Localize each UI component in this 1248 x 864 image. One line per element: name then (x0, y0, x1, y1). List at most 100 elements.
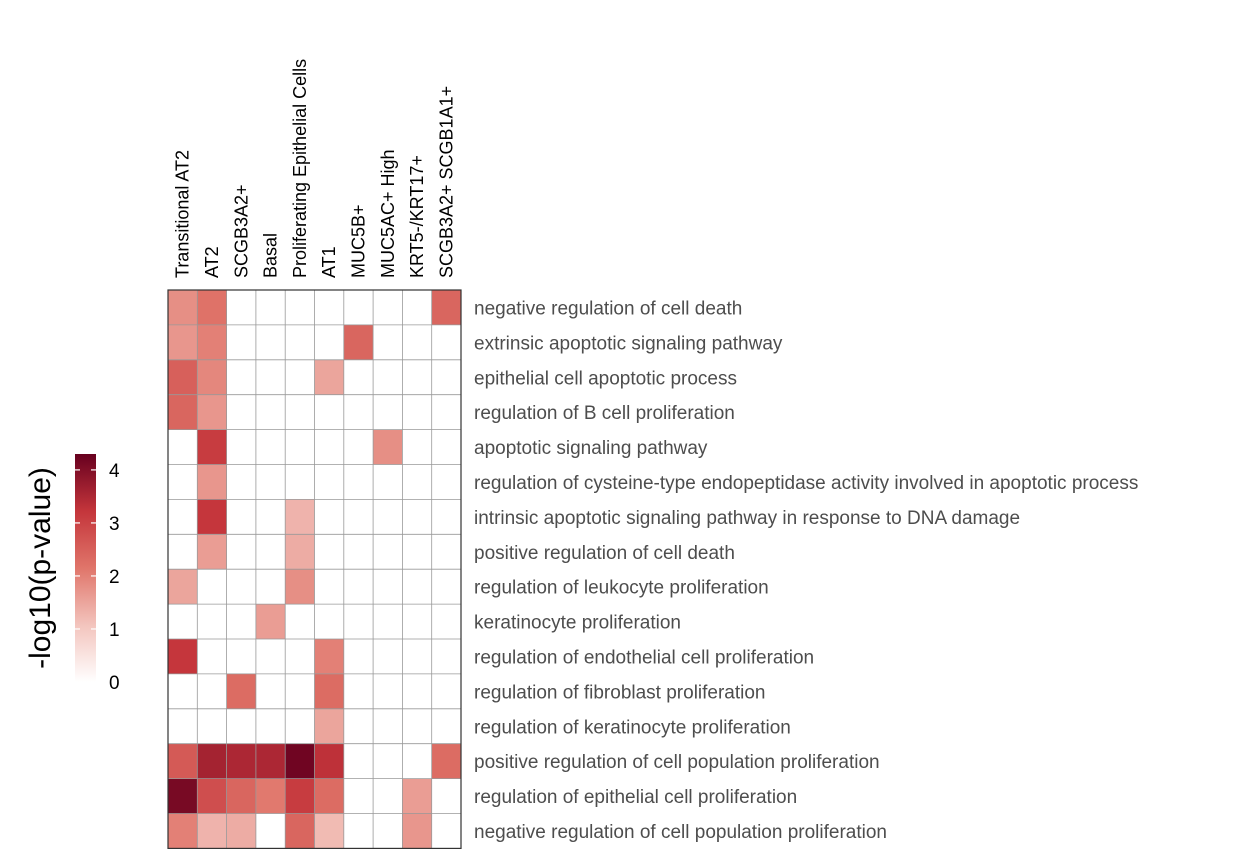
heatmap-cell (373, 743, 403, 779)
heatmap-cell (431, 569, 461, 605)
heatmap-cell (343, 639, 374, 674)
heatmap-cell (197, 569, 227, 605)
legend-tick-label: 0 (109, 673, 120, 694)
heatmap-cell (168, 569, 198, 605)
heatmap-cell (402, 778, 432, 814)
heatmap-cell (226, 708, 256, 744)
heatmap-cell (197, 499, 227, 535)
heatmap-cell (255, 290, 286, 325)
column-labels: Transitional AT2 AT2 SCGB3A2+ Basal Prolifer… (173, 59, 457, 278)
heatmap-cell (255, 324, 286, 360)
heatmap-cell (197, 673, 227, 709)
heatmap-cell (168, 534, 198, 570)
heatmap-cell (255, 464, 286, 500)
heatmap-cell (314, 778, 344, 814)
heatmap-cell (285, 604, 315, 639)
heatmap-cell (285, 290, 315, 325)
heatmap-cell (314, 708, 344, 744)
heatmap-cell (343, 464, 374, 500)
column-label: AT1 (319, 246, 339, 278)
heatmap-cell (197, 604, 227, 639)
heatmap-cell (373, 324, 403, 360)
heatmap-cell (373, 673, 403, 709)
heatmap-cell (226, 813, 256, 849)
heatmap-cell (402, 324, 432, 360)
heatmap-cell (255, 639, 286, 674)
heatmap-cell (255, 743, 286, 779)
heatmap-cell (402, 290, 432, 325)
heatmap-cell (197, 534, 227, 570)
heatmap-cell (431, 639, 461, 674)
heatmap-cell (255, 813, 286, 849)
heatmap-cell (431, 708, 461, 744)
heatmap-cell (431, 673, 461, 709)
row-label: regulation of fibroblast proliferation (474, 682, 766, 703)
heatmap-cell (373, 639, 403, 674)
heatmap-cell (226, 569, 256, 605)
legend-title: -log10(p-value) (24, 467, 57, 669)
heatmap-cell (285, 464, 315, 500)
heatmap-border (167, 289, 462, 850)
heatmap-cell (168, 394, 198, 430)
heatmap-cell (197, 708, 227, 744)
heatmap-cell (197, 394, 227, 430)
heatmap-cell (197, 778, 227, 814)
row-label: regulation of keratinocyte proliferation (474, 717, 791, 738)
heatmap-cell (431, 604, 461, 639)
heatmap-cell (226, 778, 256, 814)
heatmap-cell (343, 604, 374, 639)
heatmap-cell (168, 743, 198, 779)
heatmap-cell (168, 813, 198, 849)
heatmap-cell (431, 743, 461, 779)
heatmap-cell (343, 359, 374, 395)
column-label: Basal (261, 233, 281, 278)
column-label: KRT5-/KRT17+ (407, 155, 427, 278)
heatmap-cell (373, 569, 403, 605)
heatmap-cell (285, 534, 315, 570)
row-label: negative regulation of cell death (474, 298, 742, 319)
heatmap-cell (314, 429, 344, 465)
heatmap-cell (197, 639, 227, 674)
heatmap-cell (343, 534, 374, 570)
row-label: apoptotic signaling pathway (474, 438, 708, 459)
heatmap-cell (285, 708, 315, 744)
column-label: SCGB3A2+ (231, 184, 251, 278)
column-label: AT2 (202, 246, 222, 278)
heatmap-cell (168, 499, 198, 535)
heatmap-cell (226, 639, 256, 674)
heatmap-cell (255, 394, 286, 430)
row-label: epithelial cell apoptotic process (474, 368, 737, 389)
heatmap-cell (197, 324, 227, 360)
heatmap-cell (402, 534, 432, 570)
heatmap-cell (343, 569, 374, 605)
heatmap-cell (314, 743, 344, 779)
heatmap-cell (343, 429, 374, 465)
heatmap-cell (402, 673, 432, 709)
heatmap-cell (168, 290, 198, 325)
legend-ticks: 0 1 2 3 4 (75, 461, 120, 694)
heatmap-cell (373, 499, 403, 535)
legend-tick-label: 3 (109, 514, 120, 535)
row-label: positive regulation of cell death (474, 543, 735, 564)
color-legend: 0 1 2 3 4 -log10(p-value) (24, 454, 120, 694)
heatmap-cell (168, 464, 198, 500)
column-label: Proliferating Epithelial Cells (290, 59, 310, 278)
heatmap-cell (402, 604, 432, 639)
row-label: regulation of B cell proliferation (474, 403, 735, 424)
heatmap-cell (431, 534, 461, 570)
heatmap-cell (197, 429, 227, 465)
heatmap-cell (285, 394, 315, 430)
row-label: intrinsic apoptotic signaling pathway in… (474, 508, 1020, 529)
heatmap-cell (255, 778, 286, 814)
heatmap-cell (226, 604, 256, 639)
heatmap-cell (343, 778, 374, 814)
heatmap-cell (226, 534, 256, 570)
heatmap-cell (343, 290, 374, 325)
heatmap-cell (314, 499, 344, 535)
heatmap-cell (373, 604, 403, 639)
heatmap-cell (314, 324, 344, 360)
heatmap-cell (168, 639, 198, 674)
heatmap-cell (168, 604, 198, 639)
heatmap-cell (285, 743, 315, 779)
